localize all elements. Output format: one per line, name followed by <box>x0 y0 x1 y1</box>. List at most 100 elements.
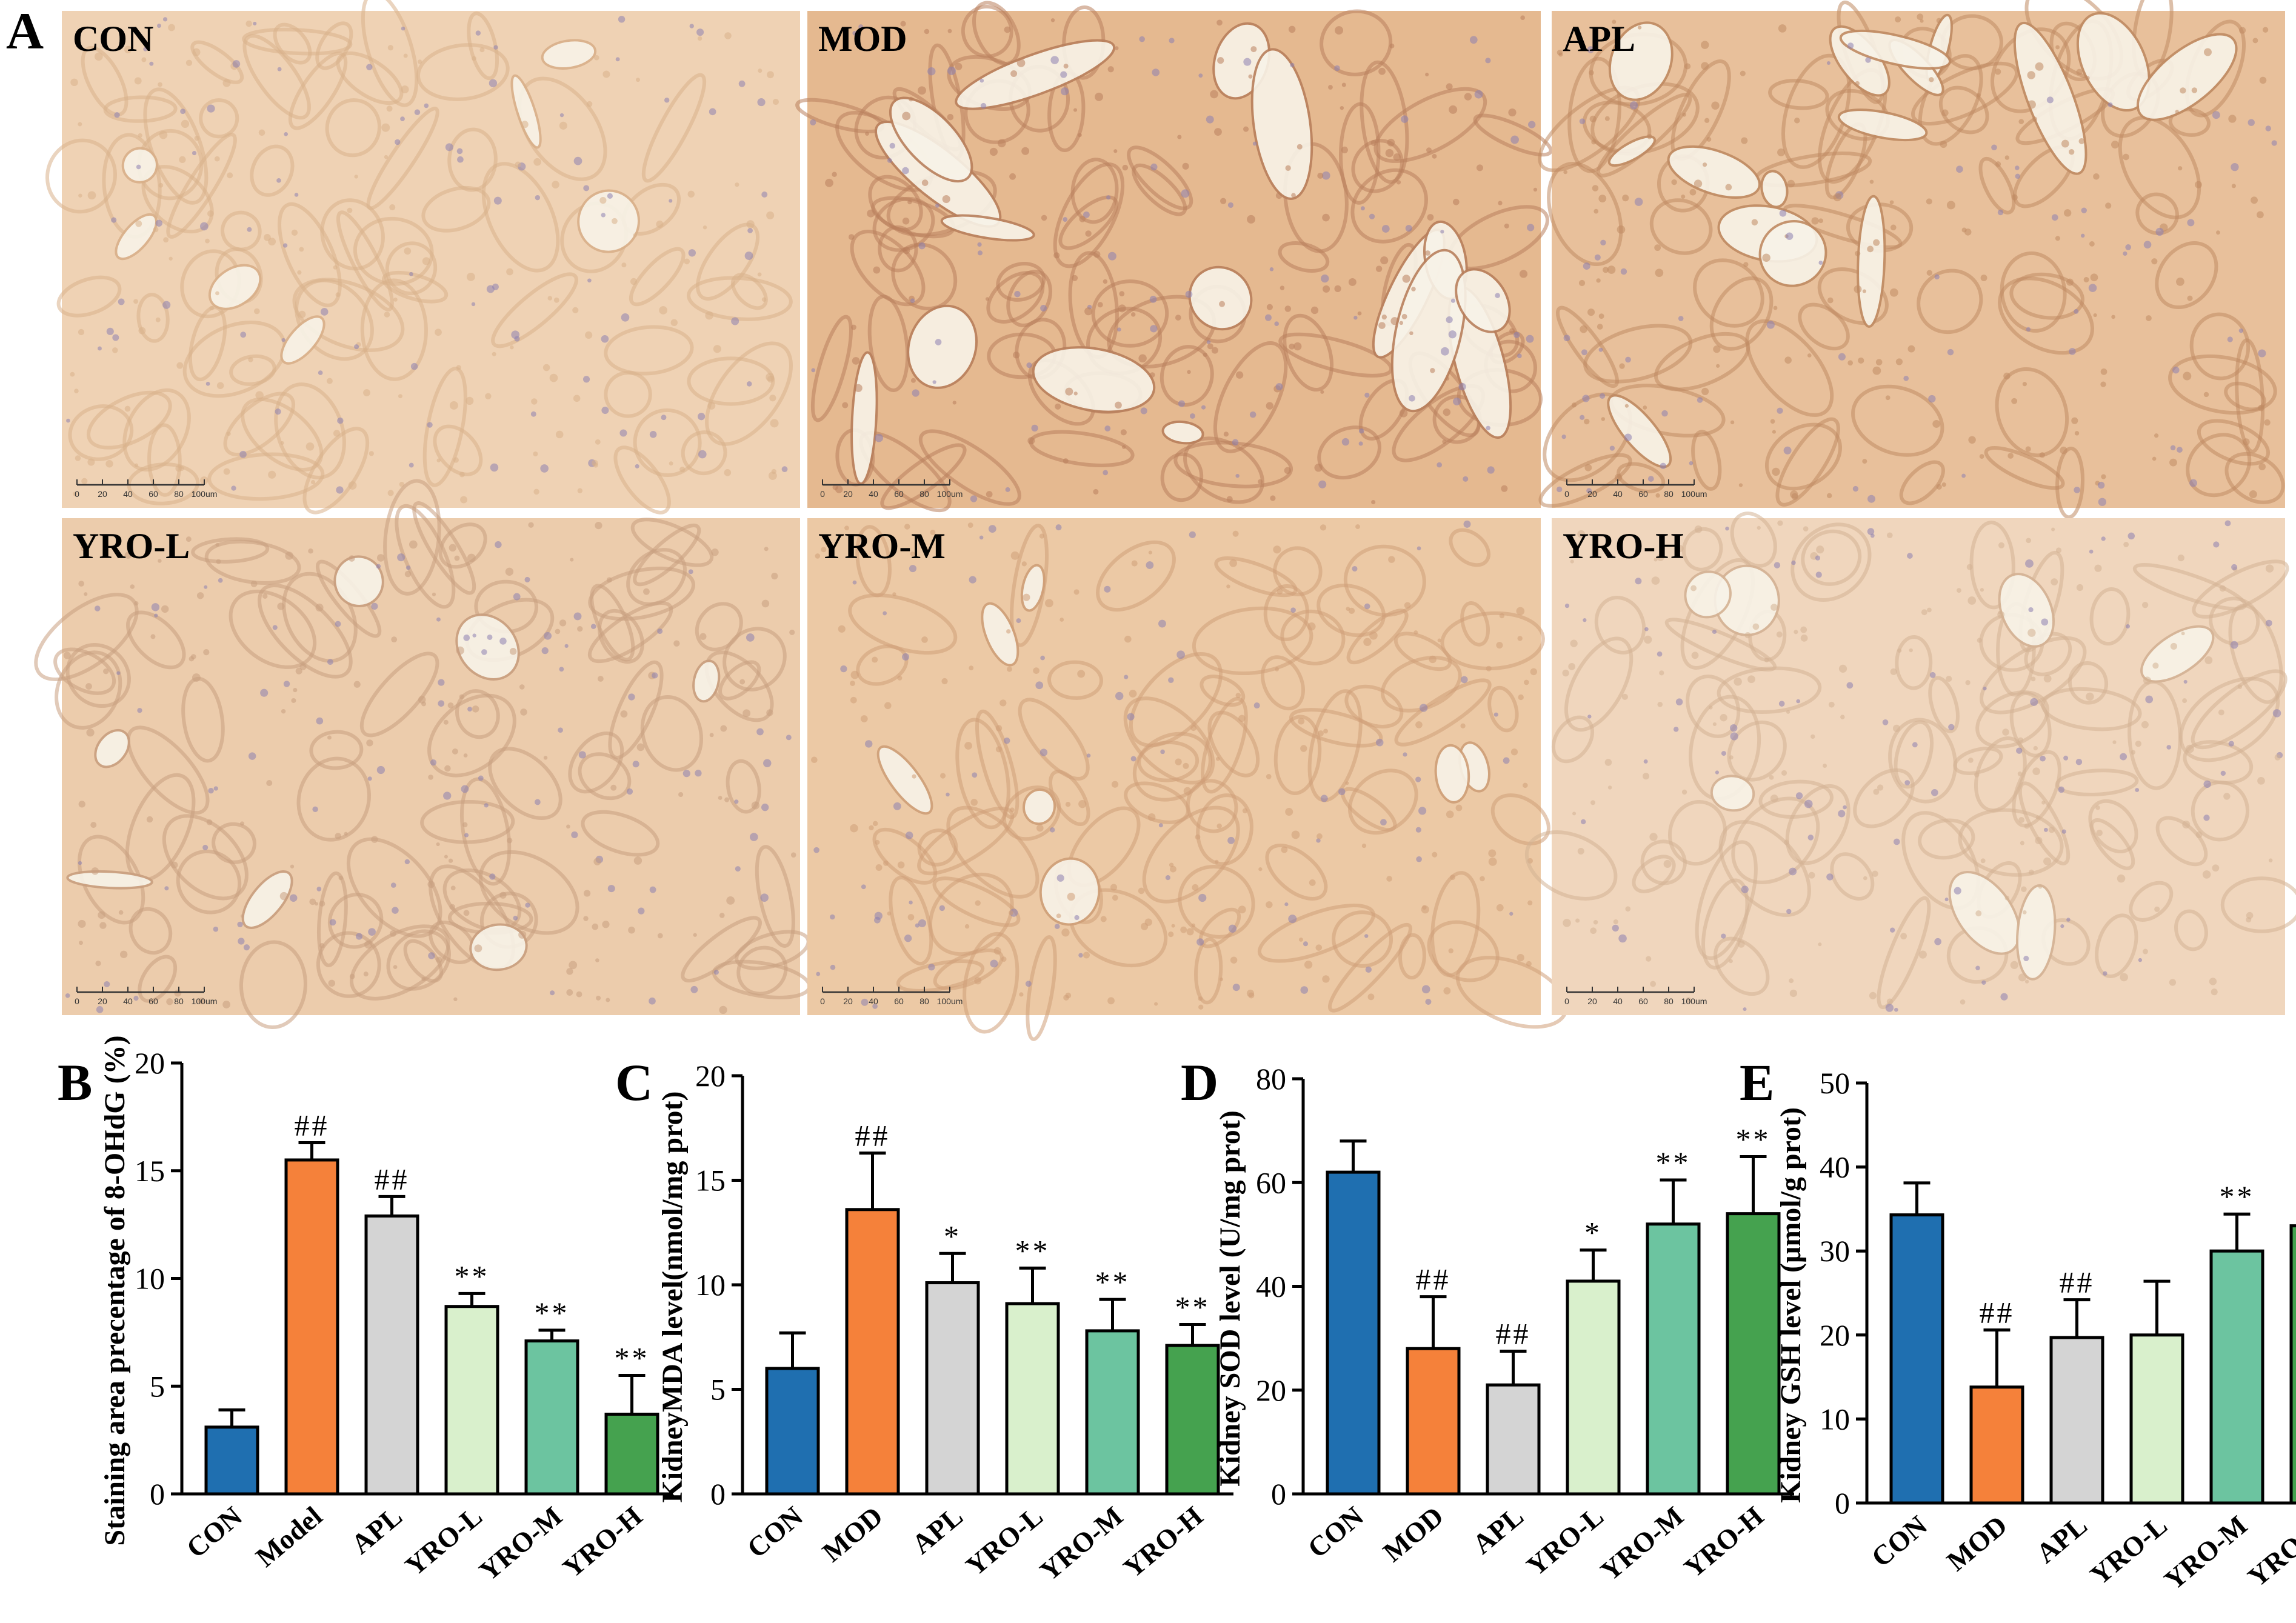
y-tick-label: 5 <box>710 1373 726 1407</box>
scale-bar-tick: 100um <box>192 996 218 1006</box>
panel-a: A CON 0 20 40 60 80 100um MOD 0 20 40 60 80 100um APL 0… <box>6 0 2296 1041</box>
significance-mark: ## <box>2060 1265 2095 1299</box>
bar <box>1726 1212 1781 1496</box>
bar <box>204 1425 259 1496</box>
significance-mark: ** <box>535 1296 570 1330</box>
scale-bar: 0 20 40 60 80 100um <box>820 987 963 1006</box>
y-tick-label: 20 <box>135 1046 165 1080</box>
scale-bar-tick: 40 <box>123 996 133 1006</box>
y-axis-label: Kidney GSH level (μmol/g prot) <box>1775 1107 1807 1503</box>
y-tick-label: 40 <box>1256 1270 1286 1304</box>
y-tick-label: 40 <box>1820 1150 1850 1184</box>
scale-bar-tick: 60 <box>149 489 158 499</box>
bar <box>765 1367 820 1496</box>
scale-bar-tick: 0 <box>1564 489 1569 499</box>
scale-bar-tick: 100um <box>937 996 963 1006</box>
scale-bar-tick: 100um <box>1681 489 1707 499</box>
scale-bar-tick: 20 <box>843 996 853 1006</box>
micrograph-label: YRO-L <box>73 526 190 566</box>
bar <box>2049 1336 2104 1505</box>
significance-mark: ** <box>1656 1145 1691 1179</box>
significance-mark: ## <box>1980 1295 2015 1329</box>
bar <box>284 1158 339 1496</box>
scale-bar: 0 20 40 60 80 100um <box>75 479 217 499</box>
micrograph-tile: YRO-H 0 20 40 60 80 100um <box>1524 512 2296 1015</box>
bar <box>524 1339 579 1496</box>
scale-bar-tick: 40 <box>1613 489 1623 499</box>
y-tick-label: 30 <box>1820 1234 1850 1268</box>
scale-bar-tick: 20 <box>843 489 853 499</box>
bar <box>925 1281 980 1496</box>
bar <box>1566 1279 1621 1496</box>
significance-mark: ## <box>855 1119 890 1153</box>
significance-mark: ** <box>1736 1122 1771 1156</box>
significance-mark: ** <box>1175 1290 1210 1324</box>
scale-bar-tick: 60 <box>1638 489 1648 499</box>
scale-bar-tick: 100um <box>192 489 218 499</box>
significance-mark: * <box>1584 1216 1602 1250</box>
scale-bar-tick: 100um <box>1681 996 1707 1006</box>
y-tick-label: 10 <box>695 1268 726 1302</box>
micrograph-label: CON <box>73 19 153 59</box>
scale-bar-tick: 80 <box>174 489 184 499</box>
micrograph-tile: MOD 0 20 40 60 80 100um <box>795 1 1553 513</box>
scale-bar-tick: 20 <box>1587 489 1597 499</box>
y-tick-label: 20 <box>1256 1373 1286 1407</box>
bar <box>1005 1302 1060 1496</box>
micrograph-tile: CON 0 20 40 60 80 100um <box>45 0 800 515</box>
y-tick-label: 10 <box>135 1262 165 1296</box>
y-tick-label: 20 <box>1820 1318 1850 1352</box>
micrograph-label: YRO-M <box>818 526 946 566</box>
significance-mark: ** <box>455 1259 490 1293</box>
bar <box>364 1214 419 1496</box>
y-tick-label: 0 <box>710 1477 726 1511</box>
scale-bar-tick: 60 <box>149 996 158 1006</box>
bar <box>1326 1170 1381 1496</box>
y-tick-label: 80 <box>1256 1062 1286 1096</box>
y-tick-label: 0 <box>1835 1486 1850 1520</box>
scale-bar: 0 20 40 60 80 100um <box>75 987 217 1006</box>
bar <box>1889 1213 1944 1505</box>
bar <box>444 1305 499 1496</box>
scale-bar: 0 20 40 60 80 100um <box>1564 479 1707 499</box>
scale-bar-tick: 40 <box>869 996 878 1006</box>
significance-mark: ** <box>1095 1265 1130 1299</box>
significance-mark: ## <box>1496 1317 1531 1351</box>
scale-bar-tick: 0 <box>75 996 79 1006</box>
scale-bar-tick: 0 <box>820 996 825 1006</box>
micrograph-tile: YRO-M 0 20 40 60 80 100um <box>807 518 1569 1041</box>
bar <box>1165 1344 1220 1496</box>
scale-bar-tick: 60 <box>894 996 904 1006</box>
bar <box>604 1412 659 1496</box>
scale-bar-tick: 20 <box>98 996 107 1006</box>
micrograph-tile: YRO-L 0 20 40 60 80 100um <box>34 479 812 1030</box>
panel-letter-d: D <box>1181 1053 1218 1111</box>
significance-mark: ** <box>1015 1233 1050 1267</box>
scale-bar-tick: 60 <box>894 489 904 499</box>
significance-mark: ## <box>1416 1262 1451 1296</box>
significance-mark: ** <box>615 1341 650 1375</box>
scale-bar-tick: 80 <box>1664 996 1674 1006</box>
bar <box>2129 1333 2184 1505</box>
micrograph-tile: APL 0 20 40 60 80 100um <box>1538 0 2285 519</box>
y-tick-label: 0 <box>1271 1477 1286 1511</box>
y-tick-label: 15 <box>695 1164 726 1198</box>
scale-bar-tick: 100um <box>937 489 963 499</box>
bar <box>1085 1329 1140 1496</box>
scale-bar-tick: 80 <box>174 996 184 1006</box>
panel-letter-c: C <box>615 1053 653 1111</box>
scale-bar-tick: 0 <box>820 489 825 499</box>
micrograph-label: APL <box>1563 19 1635 59</box>
scale-bar-tick: 40 <box>1613 996 1623 1006</box>
scale-bar-tick: 40 <box>123 489 133 499</box>
y-tick-label: 5 <box>150 1369 165 1403</box>
y-tick-label: 20 <box>695 1059 726 1093</box>
bar <box>2209 1249 2264 1505</box>
y-tick-label: 15 <box>135 1154 165 1188</box>
scale-bar-tick: 80 <box>919 996 929 1006</box>
bar <box>845 1208 900 1496</box>
scale-bar-tick: 40 <box>869 489 878 499</box>
scale-bar-tick: 20 <box>1587 996 1597 1006</box>
panel-letter-e: E <box>1740 1053 1774 1111</box>
